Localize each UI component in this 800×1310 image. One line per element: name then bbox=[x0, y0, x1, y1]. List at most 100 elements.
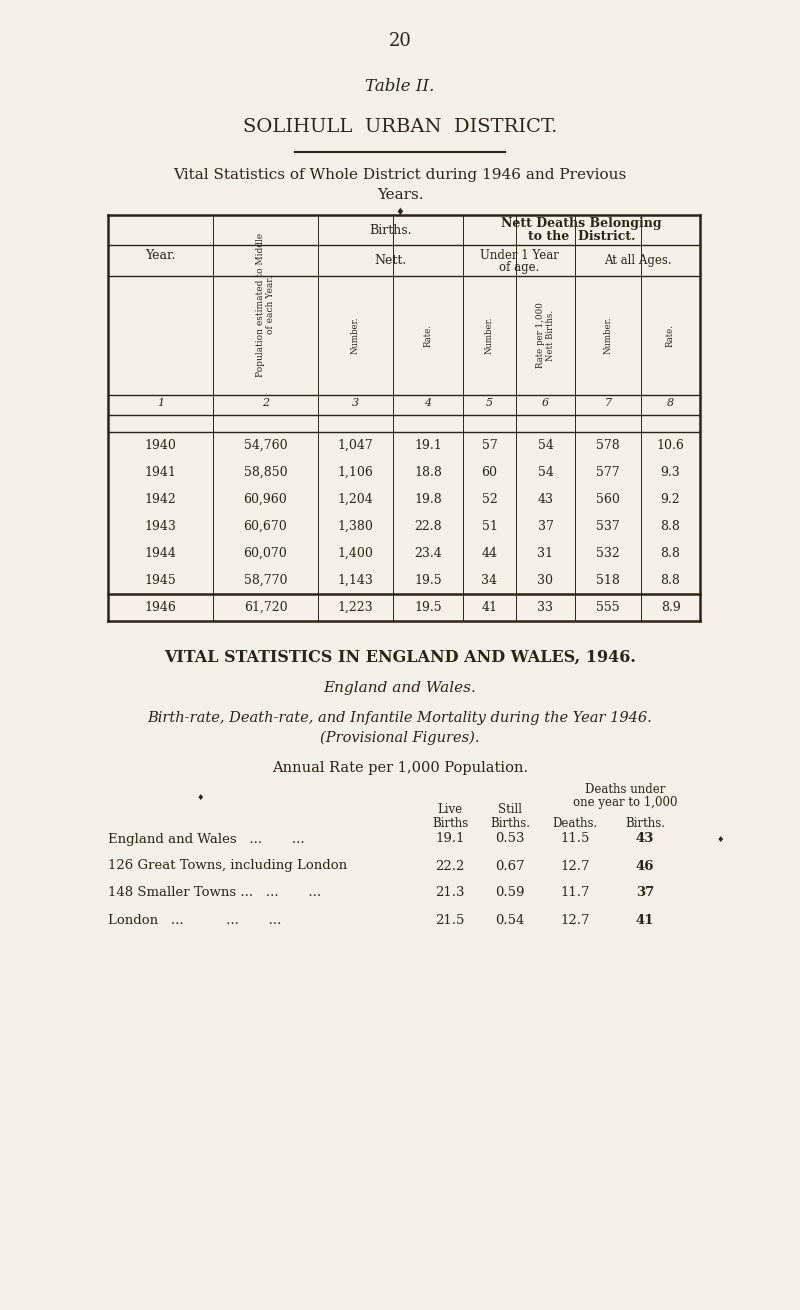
Text: Births.: Births. bbox=[490, 817, 530, 831]
Text: Births.: Births. bbox=[625, 817, 665, 831]
Text: 555: 555 bbox=[596, 601, 620, 614]
Text: 9.2: 9.2 bbox=[661, 493, 680, 506]
Text: 7: 7 bbox=[605, 398, 611, 407]
Text: 22.8: 22.8 bbox=[414, 520, 442, 533]
Text: Year.: Year. bbox=[146, 249, 176, 262]
Text: Number.: Number. bbox=[485, 317, 494, 354]
Text: Deaths under: Deaths under bbox=[585, 783, 665, 796]
Text: (Provisional Figures).: (Provisional Figures). bbox=[320, 731, 480, 745]
Text: 8: 8 bbox=[667, 398, 674, 407]
Text: one year to 1,000: one year to 1,000 bbox=[573, 796, 678, 810]
Text: Nett Deaths Belonging: Nett Deaths Belonging bbox=[501, 217, 662, 231]
Text: to the  District.: to the District. bbox=[528, 231, 635, 244]
Text: 1,223: 1,223 bbox=[338, 601, 374, 614]
Text: Number.: Number. bbox=[351, 317, 360, 354]
Text: 41: 41 bbox=[482, 601, 498, 614]
Text: 31: 31 bbox=[538, 548, 554, 559]
Text: 11.7: 11.7 bbox=[560, 887, 590, 900]
Text: 21.5: 21.5 bbox=[435, 913, 465, 926]
Text: 532: 532 bbox=[596, 548, 620, 559]
Text: 60,070: 60,070 bbox=[244, 548, 287, 559]
Text: 148 Smaller Towns ...   ...       ...: 148 Smaller Towns ... ... ... bbox=[108, 887, 321, 900]
Text: England and Wales.: England and Wales. bbox=[323, 681, 477, 696]
Text: 51: 51 bbox=[482, 520, 498, 533]
Text: 18.8: 18.8 bbox=[414, 466, 442, 479]
Text: 54: 54 bbox=[538, 466, 554, 479]
Text: 0.67: 0.67 bbox=[495, 859, 525, 872]
Text: At all Ages.: At all Ages. bbox=[604, 254, 671, 267]
Text: 11.5: 11.5 bbox=[560, 832, 590, 845]
Text: SOLIHULL  URBAN  DISTRICT.: SOLIHULL URBAN DISTRICT. bbox=[243, 118, 557, 136]
Text: 19.8: 19.8 bbox=[414, 493, 442, 506]
Text: 1,143: 1,143 bbox=[338, 574, 374, 587]
Text: 1,400: 1,400 bbox=[338, 548, 374, 559]
Text: 34: 34 bbox=[482, 574, 498, 587]
Text: 4: 4 bbox=[425, 398, 431, 407]
Text: 0.54: 0.54 bbox=[495, 913, 525, 926]
Text: 1,204: 1,204 bbox=[338, 493, 374, 506]
Text: 537: 537 bbox=[596, 520, 620, 533]
Text: 37: 37 bbox=[538, 520, 554, 533]
Text: Table II.: Table II. bbox=[366, 79, 434, 96]
Text: 8.9: 8.9 bbox=[661, 601, 680, 614]
Text: Rate.: Rate. bbox=[423, 324, 433, 347]
Text: 8.8: 8.8 bbox=[661, 574, 681, 587]
Text: 1940: 1940 bbox=[145, 439, 177, 452]
Text: 1943: 1943 bbox=[145, 520, 177, 533]
Text: Years.: Years. bbox=[377, 189, 423, 202]
Text: 1944: 1944 bbox=[145, 548, 177, 559]
Text: 126 Great Towns, including London: 126 Great Towns, including London bbox=[108, 859, 347, 872]
Text: 1,106: 1,106 bbox=[338, 466, 374, 479]
Text: 12.7: 12.7 bbox=[560, 859, 590, 872]
Text: 61,720: 61,720 bbox=[244, 601, 287, 614]
Text: 518: 518 bbox=[596, 574, 620, 587]
Text: 19.1: 19.1 bbox=[414, 439, 442, 452]
Text: 1: 1 bbox=[157, 398, 164, 407]
Text: 44: 44 bbox=[482, 548, 498, 559]
Text: 3: 3 bbox=[352, 398, 359, 407]
Text: Still: Still bbox=[498, 803, 522, 816]
Text: 41: 41 bbox=[636, 913, 654, 926]
Text: 57: 57 bbox=[482, 439, 498, 452]
Text: Rate.: Rate. bbox=[666, 324, 675, 347]
Text: Births.: Births. bbox=[370, 224, 412, 237]
Text: 560: 560 bbox=[596, 493, 620, 506]
Text: 1941: 1941 bbox=[145, 466, 177, 479]
Text: 1945: 1945 bbox=[145, 574, 176, 587]
Text: 9.3: 9.3 bbox=[661, 466, 680, 479]
Text: 22.2: 22.2 bbox=[435, 859, 465, 872]
Text: 37: 37 bbox=[636, 887, 654, 900]
Text: 8.8: 8.8 bbox=[661, 520, 681, 533]
Text: 19.5: 19.5 bbox=[414, 574, 442, 587]
Text: 60: 60 bbox=[482, 466, 498, 479]
Text: Vital Statistics of Whole District during 1946 and Previous: Vital Statistics of Whole District durin… bbox=[174, 168, 626, 182]
Text: 58,770: 58,770 bbox=[244, 574, 287, 587]
Text: 577: 577 bbox=[596, 466, 620, 479]
Text: ♦: ♦ bbox=[716, 834, 724, 844]
Text: 54,760: 54,760 bbox=[244, 439, 287, 452]
Text: Births: Births bbox=[432, 817, 468, 831]
Text: Annual Rate per 1,000 Population.: Annual Rate per 1,000 Population. bbox=[272, 761, 528, 776]
Text: 1946: 1946 bbox=[145, 601, 177, 614]
Text: 60,960: 60,960 bbox=[244, 493, 287, 506]
Text: 23.4: 23.4 bbox=[414, 548, 442, 559]
Text: 0.53: 0.53 bbox=[495, 832, 525, 845]
Text: Population estimated to Middle
of each Year.: Population estimated to Middle of each Y… bbox=[256, 233, 275, 377]
Text: 10.6: 10.6 bbox=[657, 439, 685, 452]
Text: 54: 54 bbox=[538, 439, 554, 452]
Text: 19.5: 19.5 bbox=[414, 601, 442, 614]
Text: 0.59: 0.59 bbox=[495, 887, 525, 900]
Text: Nett.: Nett. bbox=[374, 254, 406, 267]
Text: Rate per 1,000
Nett Births.: Rate per 1,000 Nett Births. bbox=[536, 303, 555, 368]
Text: 52: 52 bbox=[482, 493, 498, 506]
Text: 5: 5 bbox=[486, 398, 493, 407]
Text: 1,380: 1,380 bbox=[338, 520, 374, 533]
Text: Birth-rate, Death-rate, and Infantile Mortality during the Year 1946.: Birth-rate, Death-rate, and Infantile Mo… bbox=[148, 711, 652, 724]
Text: 6: 6 bbox=[542, 398, 549, 407]
Text: 8.8: 8.8 bbox=[661, 548, 681, 559]
Text: ♦: ♦ bbox=[196, 793, 204, 802]
Text: 46: 46 bbox=[636, 859, 654, 872]
Text: 2: 2 bbox=[262, 398, 269, 407]
Text: 1,047: 1,047 bbox=[338, 439, 374, 452]
Text: 43: 43 bbox=[636, 832, 654, 845]
